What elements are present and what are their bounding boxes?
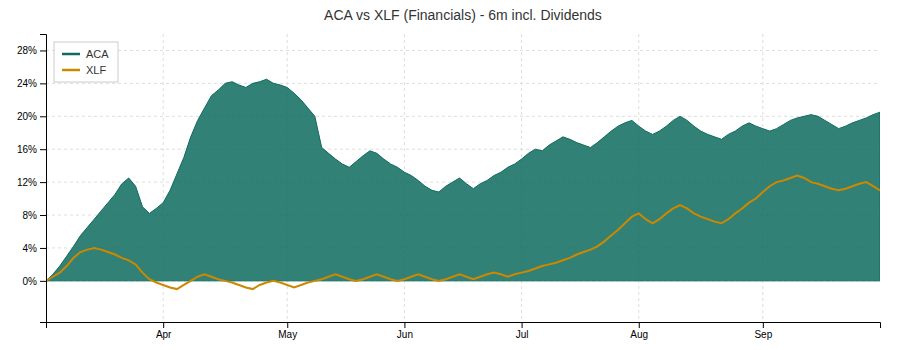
tick-label: Jun	[397, 329, 413, 340]
tick-mark	[40, 50, 46, 51]
axis-line	[47, 323, 881, 329]
legend-item: ACA	[62, 48, 109, 60]
tick-label: Jul	[516, 329, 529, 340]
tick-mark	[522, 322, 523, 328]
tick-mark	[40, 182, 46, 183]
tick-mark	[163, 322, 164, 328]
axis-line	[40, 35, 47, 323]
tick: 4%	[23, 243, 46, 254]
tick-label: Sep	[754, 329, 772, 340]
legend-label: XLF	[86, 64, 106, 76]
tick: Aug	[630, 322, 648, 340]
tick: 20%	[17, 111, 46, 122]
y-axis: 0% 4% 8% 12% 16% 20% 24% 28%	[17, 35, 47, 323]
tick: 16%	[17, 144, 46, 155]
tick-label: 20%	[17, 111, 37, 122]
title: ACA vs XLF (Financials) - 6m incl. Divid…	[324, 7, 602, 23]
tick-mark	[40, 83, 46, 84]
tick-mark	[40, 116, 46, 117]
line	[46, 176, 880, 290]
grid-line	[46, 50, 880, 51]
legend-box	[54, 42, 118, 82]
tick-mark	[40, 281, 46, 282]
tick-label: 28%	[17, 45, 37, 56]
tick-mark	[763, 322, 764, 328]
grid-line	[46, 83, 880, 84]
tick: Jul	[516, 322, 529, 340]
tick: 24%	[17, 78, 46, 89]
chart: 0%4%8%12%16%20%24%28%AprMayJunJulAugSepA…	[0, 0, 900, 350]
tick: Jun	[397, 322, 413, 340]
tick: 28%	[17, 45, 46, 56]
tick-label: 8%	[23, 210, 38, 221]
tick: Sep	[754, 322, 772, 340]
tick-mark	[40, 215, 46, 216]
tick-label: 16%	[17, 144, 37, 155]
legend-label: ACA	[86, 48, 109, 60]
tick-label: May	[278, 329, 297, 340]
tick-mark	[40, 149, 46, 150]
tick-mark	[287, 322, 288, 328]
tick: 12%	[17, 177, 46, 188]
tick: 8%	[23, 210, 46, 221]
tick-mark	[40, 248, 46, 249]
tick-mark	[639, 322, 640, 328]
tick-label: 24%	[17, 78, 37, 89]
tick-label: Apr	[156, 329, 172, 340]
legend-swatch	[62, 69, 80, 72]
series-group	[46, 79, 880, 289]
tick: 0%	[23, 276, 46, 287]
legend-item: XLF	[62, 64, 106, 76]
legend-swatch	[62, 53, 80, 56]
tick: May	[278, 322, 297, 340]
tick-label: 4%	[23, 243, 38, 254]
area	[46, 79, 880, 281]
x-axis: Apr May Jun Jul Aug Sep	[47, 322, 881, 340]
tick-label: Aug	[630, 329, 648, 340]
grid	[46, 34, 880, 322]
tick-mark	[404, 322, 405, 328]
legend: ACA XLF	[54, 42, 118, 82]
tick-label: 0%	[23, 276, 38, 287]
grid-line	[46, 116, 880, 117]
tick-label: 12%	[17, 177, 37, 188]
tick: Apr	[156, 322, 172, 340]
plot-area: 0%4%8%12%16%20%24%28%AprMayJunJulAugSepA…	[17, 34, 881, 340]
